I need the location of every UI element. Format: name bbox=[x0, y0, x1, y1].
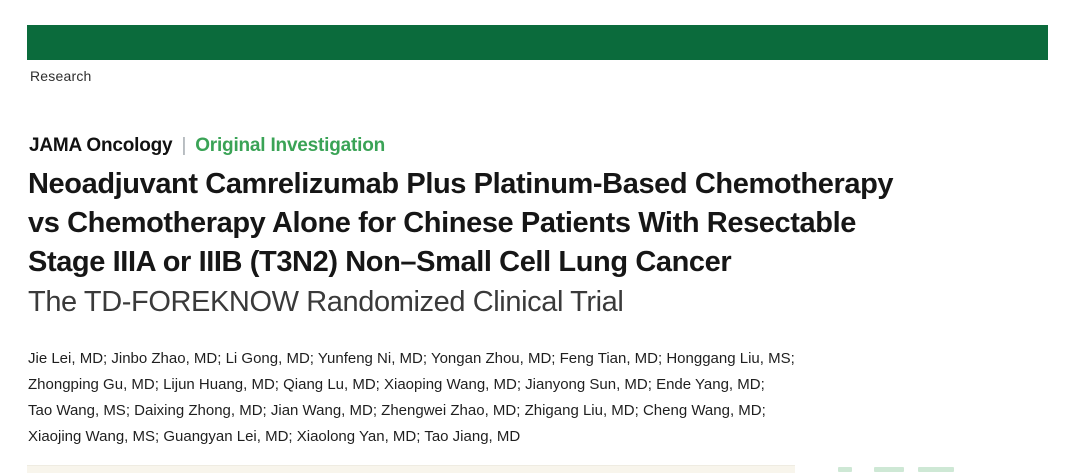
cutoff-link-fragment bbox=[874, 467, 904, 472]
article-title-line-3: Stage IIIA or IIIB (T3N2) Non–Small Cell… bbox=[28, 246, 732, 278]
author-byline: Jie Lei, MD; Jinbo Zhao, MD; Li Gong, MD… bbox=[28, 346, 848, 450]
journal-name: JAMA Oncology bbox=[29, 135, 173, 156]
journal-masthead-bar bbox=[27, 25, 1048, 60]
section-label: Research bbox=[30, 68, 92, 84]
kicker: JAMA Oncology | Original Investigation bbox=[29, 135, 385, 157]
article-title-line-1: Neoadjuvant Camrelizumab Plus Platinum-B… bbox=[28, 168, 894, 200]
article-title-line-2: vs Chemotherapy Alone for Chinese Patien… bbox=[28, 207, 856, 239]
article-type-link[interactable]: Original Investigation bbox=[195, 135, 386, 156]
kicker-separator: | bbox=[181, 135, 187, 156]
author-line: Zhongping Gu, MD; Lijun Huang, MD; Qiang… bbox=[28, 376, 765, 393]
author-line: Jie Lei, MD; Jinbo Zhao, MD; Li Gong, MD… bbox=[28, 350, 795, 367]
cutoff-link-fragment bbox=[918, 467, 954, 472]
article-subtitle: The TD-FOREKNOW Randomized Clinical Tria… bbox=[28, 286, 624, 318]
author-line: Tao Wang, MS; Daixing Zhong, MD; Jian Wa… bbox=[28, 402, 766, 419]
article-title: Neoadjuvant Camrelizumab Plus Platinum-B… bbox=[28, 165, 1018, 282]
keypoints-panel-cutoff bbox=[27, 465, 795, 473]
author-line: Xiaojing Wang, MS; Guangyan Lei, MD; Xia… bbox=[28, 428, 521, 445]
cutoff-link-fragment bbox=[838, 467, 852, 472]
